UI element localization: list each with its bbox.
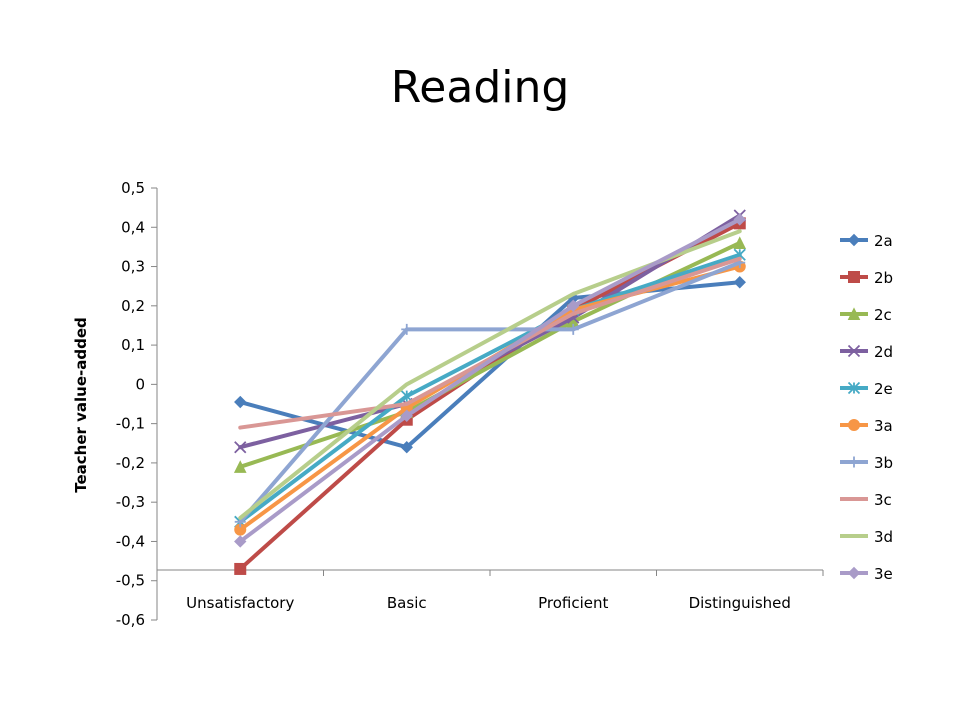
- legend-item-2d: 2d: [840, 343, 893, 361]
- legend-label: 2d: [874, 343, 893, 361]
- legend-label: 2b: [874, 269, 893, 287]
- y-axis-title: Teacher value-added: [72, 317, 90, 493]
- data-point-marker: [567, 323, 579, 335]
- legend-label: 2c: [874, 306, 892, 324]
- y-tick-label: -0,2: [116, 454, 145, 472]
- series-plot-area: [233, 209, 747, 575]
- legend-label: 3e: [874, 565, 893, 583]
- data-point-marker: [847, 233, 861, 247]
- x-axis: Unsatisfactory Basic Proficient Distinguish…: [156, 569, 824, 612]
- chart-title: Reading: [390, 62, 570, 113]
- y-tick-label: -0,6: [116, 611, 145, 629]
- y-tick-label: -0,4: [116, 532, 145, 550]
- y-tick-label: 0,4: [121, 218, 145, 236]
- legend-item-3e: 3e: [840, 565, 893, 583]
- data-point-marker: [567, 299, 580, 313]
- data-point-marker: [733, 213, 746, 226]
- legend-label: 3c: [874, 491, 892, 509]
- data-point-marker: [733, 236, 747, 249]
- data-point-marker: [847, 566, 861, 580]
- data-point: [739, 230, 741, 232]
- legend-item-3a: 3a: [840, 417, 893, 435]
- data-point-marker: [400, 409, 413, 422]
- data-point-marker: [400, 440, 413, 454]
- series-3c: [238, 256, 742, 430]
- data-point: [572, 293, 574, 295]
- data-point-marker: [847, 381, 861, 395]
- y-tick-label: -0,1: [116, 415, 145, 433]
- series-line: [238, 256, 742, 430]
- data-point: [406, 383, 408, 385]
- data-point: [239, 517, 241, 519]
- series-line: [238, 264, 742, 532]
- data-point: [739, 258, 741, 260]
- data-point-marker: [401, 323, 413, 335]
- data-point-marker: [733, 276, 746, 289]
- data-point-marker: [848, 271, 860, 283]
- legend-item-3d: 3d: [840, 528, 893, 546]
- series-line: [238, 260, 742, 524]
- y-tick-label: -0,5: [116, 572, 145, 590]
- data-point-marker: [848, 456, 860, 468]
- y-tick-label: 0,2: [121, 297, 145, 315]
- legend-item-2e: 2e: [840, 380, 893, 398]
- legend-item-3b: 3b: [840, 454, 893, 472]
- y-axis: 0,5 0,4 0,3 0,2 0,1 0 -0,1 -0,2 -0,3 -0,4 -0,5 -0,6: [116, 179, 158, 629]
- legend-item-3c: 3c: [840, 491, 892, 509]
- x-tick-label: Proficient: [538, 594, 608, 612]
- series-3a: [234, 260, 746, 536]
- data-point-marker: [234, 535, 247, 548]
- legend: 2a 2b 2c 2d 2e 3a 3b 3c 3d 3e: [840, 232, 893, 583]
- y-tick-label: 0: [135, 375, 145, 393]
- y-tick-label: 0,1: [121, 336, 145, 354]
- legend-item-2c: 2c: [840, 306, 892, 324]
- data-point-marker: [233, 460, 247, 473]
- legend-label: 2a: [874, 232, 893, 250]
- x-tick-label: Unsatisfactory: [186, 594, 294, 612]
- data-point-marker: [848, 419, 860, 431]
- data-point-marker: [234, 395, 247, 409]
- series-line: [238, 252, 742, 524]
- legend-label: 3a: [874, 417, 893, 435]
- legend-label: 2e: [874, 380, 893, 398]
- data-point-marker: [847, 307, 861, 320]
- data-point: [239, 427, 241, 429]
- y-tick-label: 0,3: [121, 258, 145, 276]
- y-tick-label: 0,5: [121, 179, 145, 197]
- data-point-marker: [234, 562, 247, 575]
- series-line: [238, 217, 742, 544]
- data-point-marker: [847, 344, 861, 358]
- legend-label: 3d: [874, 528, 893, 546]
- data-point-marker: [234, 441, 247, 454]
- data-point: [406, 403, 408, 405]
- legend-item-2a: 2a: [840, 232, 893, 250]
- legend-label: 3b: [874, 454, 893, 472]
- series-2b: [234, 217, 746, 575]
- y-tick-label: -0,3: [116, 493, 145, 511]
- data-point: [572, 313, 574, 315]
- legend-item-2b: 2b: [840, 269, 893, 287]
- x-tick-label: Basic: [387, 594, 427, 612]
- series-line: [238, 221, 742, 571]
- series-3e: [234, 213, 746, 548]
- x-tick-label: Distinguished: [689, 594, 791, 612]
